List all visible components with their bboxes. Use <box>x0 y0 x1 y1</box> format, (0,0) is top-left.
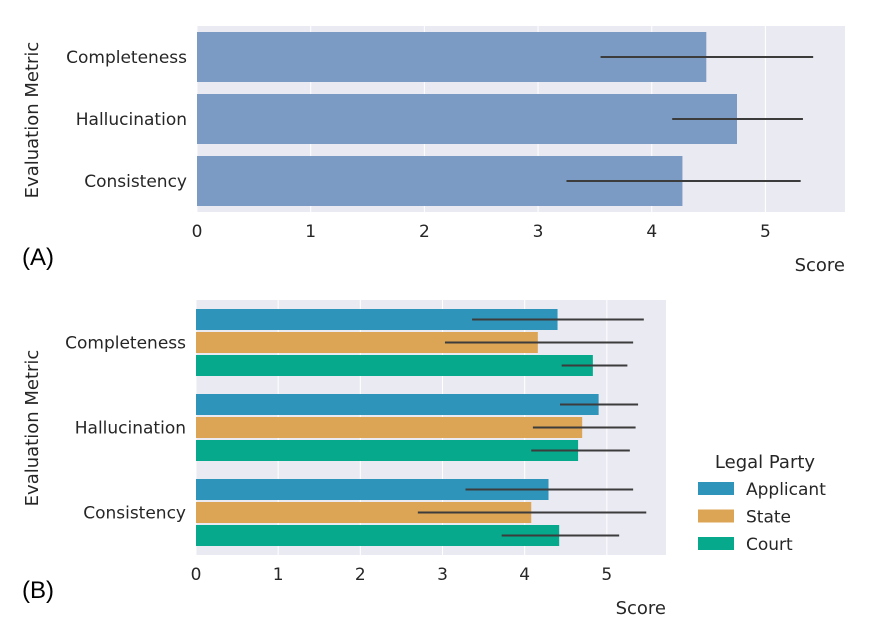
panel-a-y-axis-label: Evaluation Metric <box>22 42 43 199</box>
legend-swatch-state <box>698 509 734 523</box>
legend-swatch-applicant <box>698 482 734 495</box>
panel-b-bars <box>196 309 599 546</box>
a-x-tick-1: 1 <box>305 222 316 242</box>
b-category-hallucination: Hallucination <box>75 419 186 439</box>
b-bar-applicant-hallucination <box>196 394 599 415</box>
b-bar-state-hallucination <box>196 417 583 438</box>
b-x-tick-3: 3 <box>437 565 448 585</box>
b-bar-applicant-consistency <box>196 479 549 500</box>
b-bar-court-consistency <box>196 525 560 546</box>
legend-swatch-court <box>698 537 734 550</box>
legend-label-state: State <box>746 508 791 528</box>
a-x-tick-3: 3 <box>533 222 544 242</box>
panel-b: Completeness Hallucination Consistency 0 1 2… <box>22 300 826 619</box>
b-x-tick-0: 0 <box>191 565 202 585</box>
panel-a-error-bars <box>566 56 814 182</box>
panel-b-error-bars <box>417 318 647 537</box>
panel-b-x-axis-label: Score <box>616 598 666 619</box>
panel-b-tick-labels: 0 1 2 3 4 5 <box>191 565 613 585</box>
b-bar-state-completeness <box>196 332 538 353</box>
b-bar-applicant-completeness <box>196 309 558 330</box>
legend-label-court: Court <box>746 535 793 555</box>
b-x-tick-5: 5 <box>601 565 612 585</box>
panel-a-label: (A) <box>22 244 54 271</box>
a-x-tick-2: 2 <box>419 222 430 242</box>
a-x-tick-4: 4 <box>646 222 657 242</box>
b-bar-court-hallucination <box>196 440 579 461</box>
panel-b-label: (B) <box>22 577 54 604</box>
legend-title: Legal Party <box>715 452 815 473</box>
b-bar-state-consistency <box>196 502 532 523</box>
b-x-tick-2: 2 <box>355 565 366 585</box>
a-category-completeness: Completeness <box>66 48 187 68</box>
b-x-tick-4: 4 <box>519 565 530 585</box>
legend: Legal Party Applicant State Court <box>698 452 826 555</box>
panel-a-x-axis-label: Score <box>795 255 845 276</box>
a-bar-hallucination <box>197 94 737 144</box>
panel-a: Completeness Hallucination Consistency 0 1 2… <box>22 26 845 276</box>
panel-a-tick-labels: 0 1 2 3 4 5 <box>192 222 771 242</box>
legend-items: Applicant State Court <box>698 480 826 555</box>
panel-b-y-axis-label: Evaluation Metric <box>22 350 43 507</box>
a-category-hallucination: Hallucination <box>76 110 187 130</box>
panel-b-category-labels: Completeness Hallucination Consistency <box>65 334 186 524</box>
legend-label-applicant: Applicant <box>746 480 826 500</box>
a-x-tick-5: 5 <box>760 222 771 242</box>
a-x-tick-0: 0 <box>192 222 203 242</box>
b-category-completeness: Completeness <box>65 334 186 354</box>
b-bar-court-completeness <box>196 355 593 376</box>
b-x-tick-1: 1 <box>273 565 284 585</box>
panel-a-category-labels: Completeness Hallucination Consistency <box>66 48 187 192</box>
panel-a-bars <box>197 32 737 206</box>
b-category-consistency: Consistency <box>83 504 186 524</box>
a-category-consistency: Consistency <box>84 172 187 192</box>
